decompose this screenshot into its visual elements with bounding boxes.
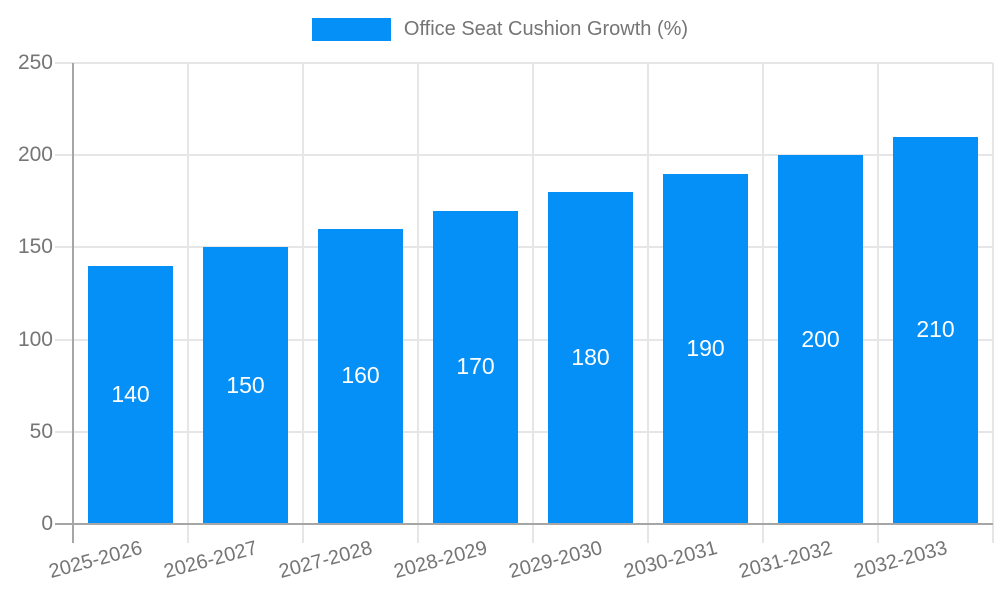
y-axis-line — [72, 63, 74, 543]
bar-value-label: 180 — [571, 344, 610, 371]
bar-value-label: 140 — [111, 380, 150, 407]
bar-value-label: 170 — [456, 353, 495, 380]
y-tick-label: 150 — [17, 235, 53, 259]
y-tick-label: 100 — [17, 327, 53, 351]
bar-value-label: 160 — [341, 362, 380, 389]
plot-area: 140 150 160 170 180 190 200 210 0 50 100 150 200 250 2… — [18, 51, 994, 583]
bar[interactable]: 210 — [893, 136, 978, 524]
legend-swatch — [311, 18, 391, 41]
v-gridline — [187, 63, 189, 543]
bar[interactable]: 190 — [663, 173, 748, 524]
y-tick-label: 200 — [17, 143, 53, 167]
y-tick-label: 50 — [29, 419, 53, 443]
h-gridline — [55, 430, 993, 433]
bar[interactable]: 160 — [318, 228, 403, 524]
bar-value-label: 200 — [801, 325, 840, 352]
v-gridline — [532, 63, 534, 543]
h-gridline — [55, 62, 993, 64]
bar[interactable]: 150 — [203, 247, 288, 524]
bar[interactable]: 180 — [548, 192, 633, 524]
bar-value-label: 210 — [916, 316, 955, 343]
bar-value-label: 190 — [686, 334, 725, 361]
bar[interactable]: 140 — [88, 265, 173, 524]
h-gridline — [55, 246, 993, 249]
h-gridline — [55, 338, 993, 341]
y-tick-label: 250 — [17, 51, 53, 74]
legend-item[interactable]: Office Seat Cushion Growth (%) — [0, 18, 1000, 41]
v-gridline — [762, 63, 764, 543]
v-gridline — [647, 63, 649, 543]
v-gridline — [302, 63, 304, 543]
bar-value-label: 150 — [226, 371, 265, 398]
legend-label: Office Seat Cushion Growth (%) — [403, 18, 689, 40]
bar[interactable]: 200 — [778, 155, 863, 524]
bar[interactable]: 170 — [433, 210, 518, 524]
x-axis-line — [55, 523, 993, 525]
v-gridline — [417, 63, 419, 543]
h-gridline — [55, 154, 993, 157]
y-tick-label: 0 — [41, 512, 53, 535]
v-gridline — [992, 63, 994, 543]
v-gridline — [877, 63, 879, 543]
